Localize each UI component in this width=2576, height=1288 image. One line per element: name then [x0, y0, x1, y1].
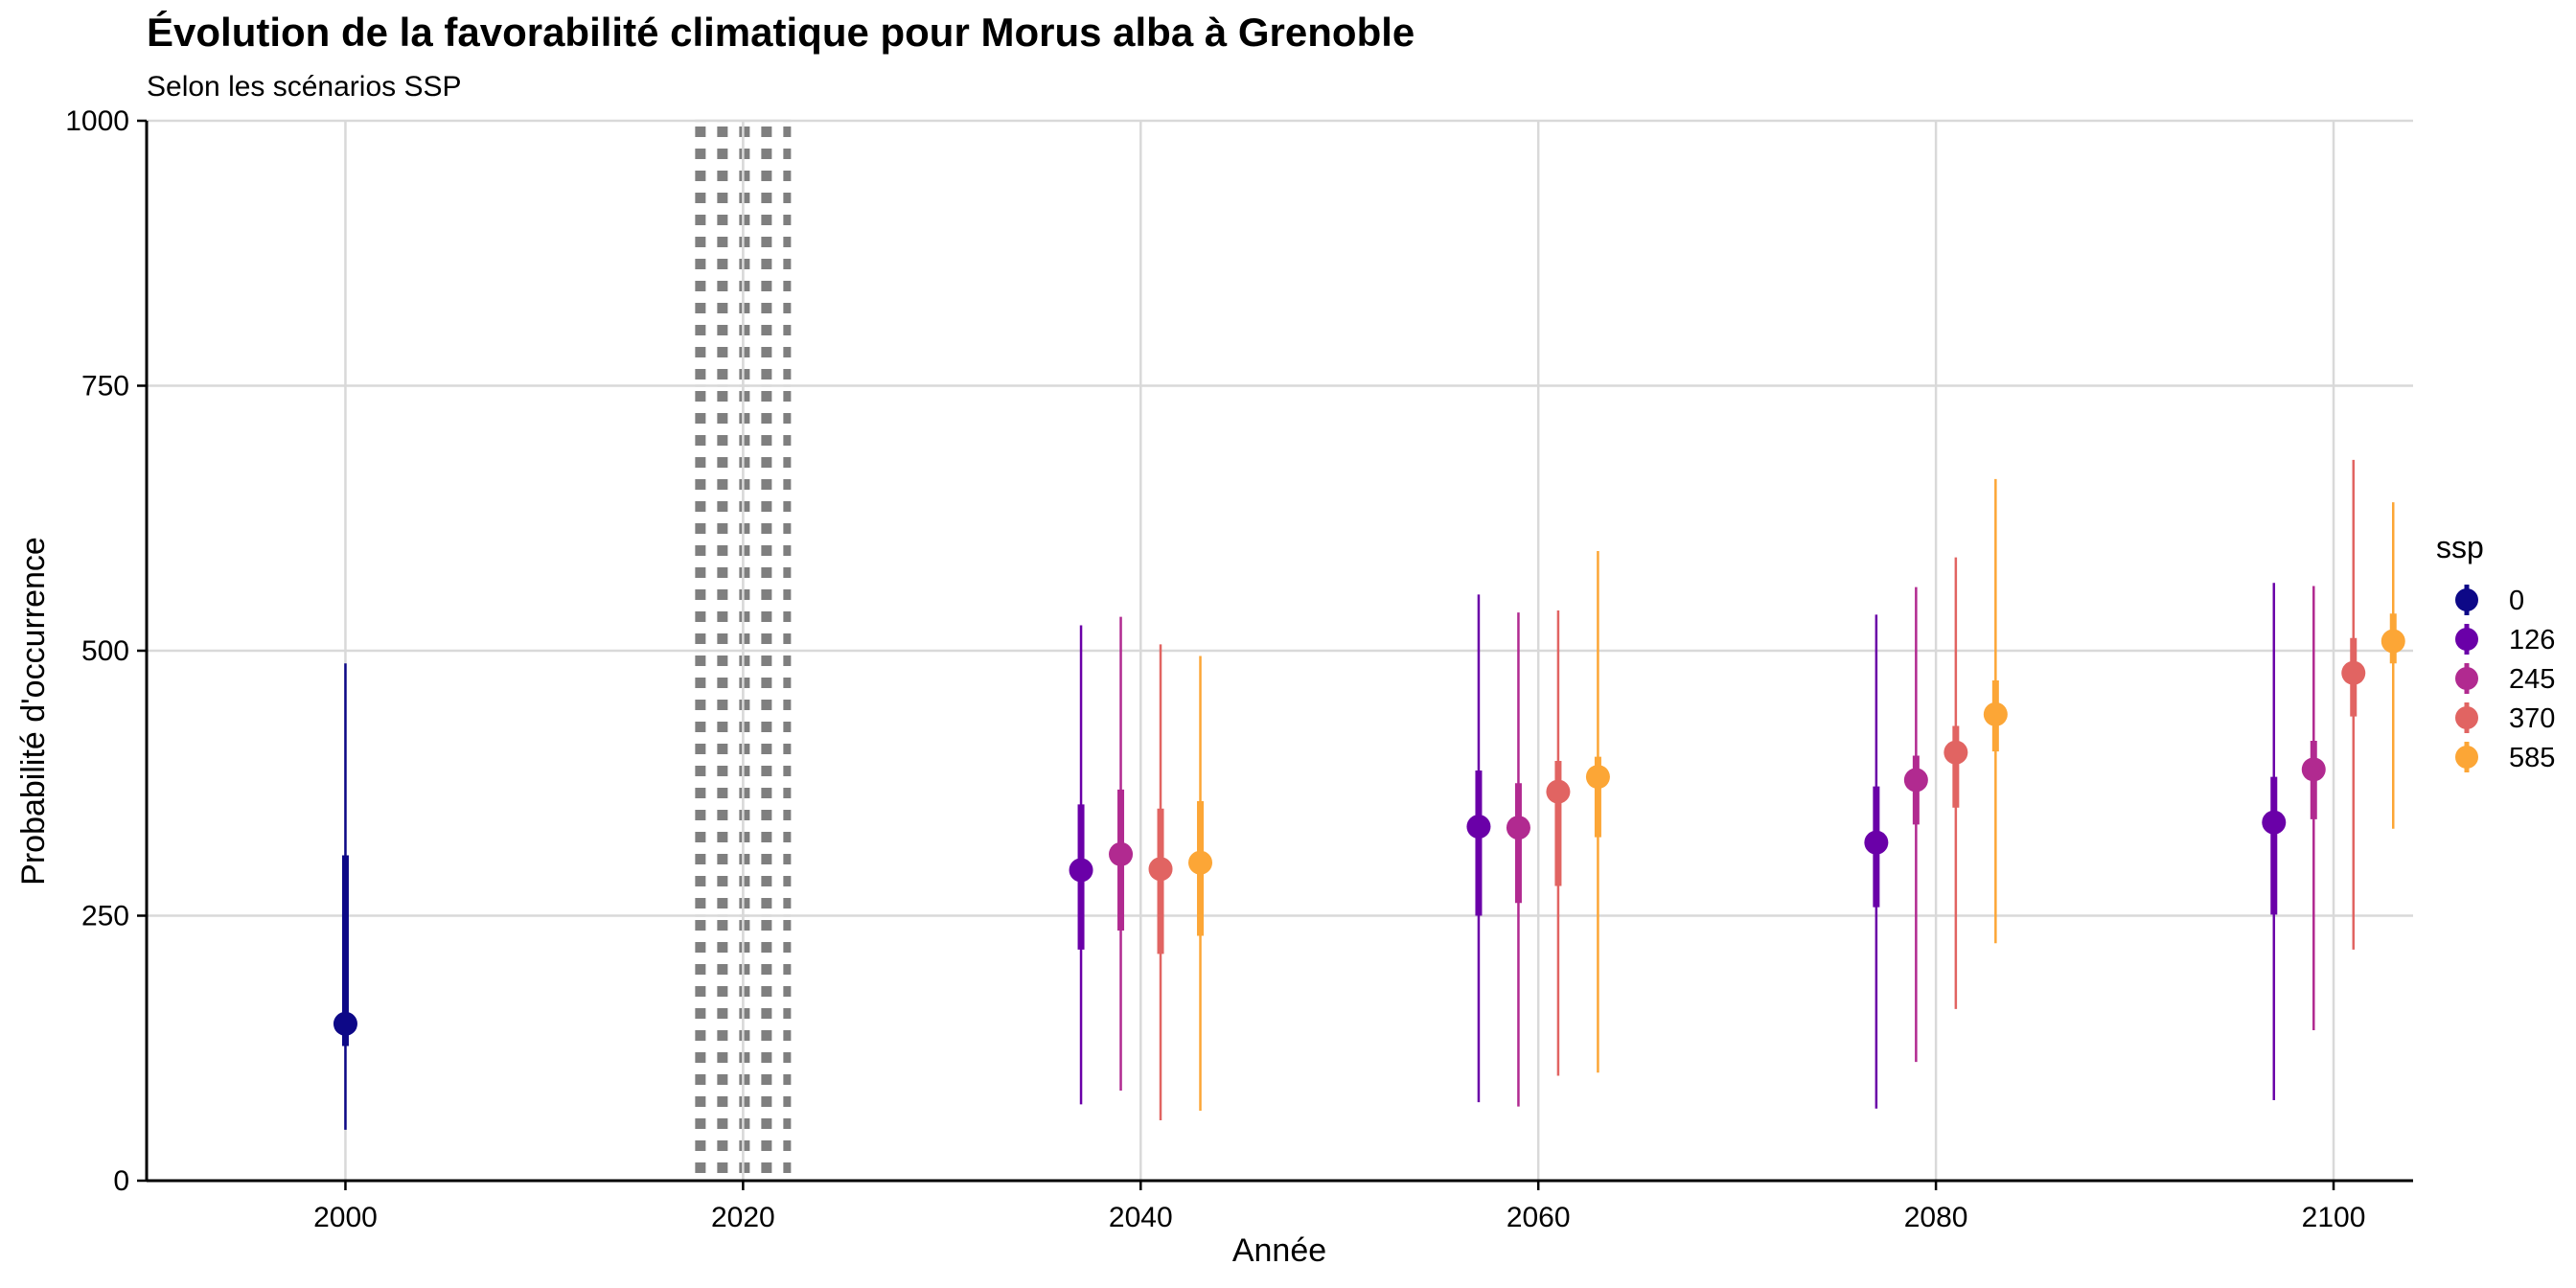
median-point — [1466, 815, 1491, 840]
median-point — [2341, 660, 2366, 685]
grid — [147, 119, 2413, 1183]
legend-key-point — [2455, 706, 2478, 729]
y-axis-title: Probabilité d'occurrence — [15, 537, 52, 886]
y-tick-label: 250 — [81, 901, 129, 932]
x-tick-label: 2020 — [711, 1202, 775, 1233]
reference-line-2020 — [695, 119, 792, 1183]
y-tick-label: 1000 — [65, 105, 129, 137]
legend-label: 245 — [2509, 664, 2555, 695]
median-point — [1864, 830, 1889, 855]
x-axis-title: Année — [1232, 1232, 1326, 1269]
median-point — [1546, 779, 1571, 804]
y-tick-label: 500 — [81, 635, 129, 667]
legend-label: 585 — [2509, 743, 2555, 773]
legend-key-point — [2455, 588, 2478, 611]
median-point — [2301, 757, 2326, 782]
median-point — [1148, 857, 1173, 882]
x-tick-label: 2000 — [313, 1202, 378, 1233]
x-tick-label: 2040 — [1109, 1202, 1173, 1233]
y-tick-label: 0 — [113, 1165, 129, 1197]
median-point — [1188, 850, 1213, 875]
legend-key-point — [2455, 628, 2478, 651]
median-point — [1983, 702, 2008, 726]
axes: 0 250 500 750 1000 2000 2020 2040 2060 2080 2100 — [65, 105, 2413, 1233]
legend-title: ssp — [2436, 530, 2484, 564]
median-point — [1585, 765, 1610, 790]
legend-key-point — [2455, 667, 2478, 690]
legend-label: 0 — [2509, 586, 2524, 616]
median-point — [1903, 768, 1928, 793]
legend-label: 126 — [2509, 625, 2555, 656]
legend-label: 370 — [2509, 703, 2555, 734]
x-tick-label: 2100 — [2302, 1202, 2366, 1233]
median-point — [333, 1011, 357, 1036]
legend: ssp 0 126 245 370 585 — [2436, 530, 2555, 773]
x-tick-label: 2080 — [1904, 1202, 1968, 1233]
median-point — [2380, 629, 2405, 654]
chart-subtitle: Selon les scénarios SSP — [147, 71, 462, 103]
median-point — [1069, 858, 1093, 883]
y-tick-label: 750 — [81, 371, 129, 402]
median-point — [1944, 740, 1968, 765]
x-tick-label: 2060 — [1506, 1202, 1571, 1233]
median-point — [1109, 841, 1134, 866]
legend-key-point — [2455, 746, 2478, 769]
median-point — [1506, 816, 1530, 840]
chart-title: Évolution de la favorabilité climatique … — [147, 10, 1414, 55]
plot-marks — [333, 459, 2405, 1130]
median-point — [2262, 810, 2287, 835]
